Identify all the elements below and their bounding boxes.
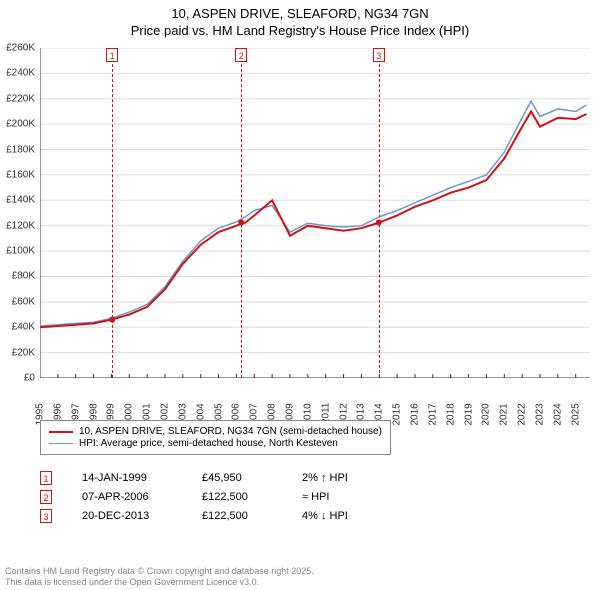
y-axis-label: £160K: [6, 169, 35, 180]
y-axis-label: £200K: [6, 119, 35, 130]
sale-marker-badge: 1: [106, 48, 118, 62]
x-axis-label: 2021: [499, 403, 510, 425]
sale-event-badge: 1: [40, 471, 52, 485]
y-axis-label: £140K: [6, 195, 35, 206]
sale-event-note: 4% ↓ HPI: [302, 510, 392, 522]
footer-line2: This data is licensed under the Open Gov…: [5, 577, 314, 588]
chart-container: 10, ASPEN DRIVE, SLEAFORD, NG34 7GN Pric…: [0, 0, 600, 590]
chart-legend: 10, ASPEN DRIVE, SLEAFORD, NG34 7GN (sem…: [40, 420, 391, 455]
x-axis-label: 2025: [570, 403, 581, 425]
sale-marker-line: [241, 64, 242, 378]
sale-event-note: 2% ↑ HPI: [302, 472, 392, 484]
sale-event-date: 20-DEC-2013: [82, 510, 172, 522]
y-axis-label: £100K: [6, 246, 35, 257]
sale-marker-badge: 2: [235, 48, 247, 62]
sale-event-price: £122,500: [202, 510, 272, 522]
x-axis-label: 2022: [517, 403, 528, 425]
sale-event-date: 07-APR-2006: [82, 491, 172, 503]
sale-events-table: 1 14-JAN-1999 £45,950 2% ↑ HPI 2 07-APR-2006 £…: [40, 466, 392, 528]
sale-event-badge: 2: [40, 490, 52, 504]
legend-label: 10, ASPEN DRIVE, SLEAFORD, NG34 7GN (sem…: [79, 426, 382, 437]
sale-event-price: £122,500: [202, 491, 272, 503]
sale-event-badge: 3: [40, 509, 52, 523]
attribution-footer: Contains HM Land Registry data © Crown c…: [5, 566, 314, 588]
sale-event-price: £45,950: [202, 472, 272, 484]
sale-event-row: 1 14-JAN-1999 £45,950 2% ↑ HPI: [40, 471, 392, 485]
legend-swatch: [49, 443, 73, 445]
x-axis-label: 2019: [463, 403, 474, 425]
x-axis-label: 2017: [427, 403, 438, 425]
sale-event-note: ≈ HPI: [302, 491, 392, 503]
y-axis-label: £120K: [6, 220, 35, 231]
y-axis-label: £260K: [6, 43, 35, 54]
footer-line1: Contains HM Land Registry data © Crown c…: [5, 566, 314, 577]
plot-area: £0£20K£40K£60K£80K£100K£120K£140K£160K£1…: [40, 48, 590, 378]
sale-marker-line: [379, 64, 380, 378]
legend-item: HPI: Average price, semi-detached house,…: [49, 438, 382, 449]
sale-event-row: 3 20-DEC-2013 £122,500 4% ↓ HPI: [40, 509, 392, 523]
sale-event-date: 14-JAN-1999: [82, 472, 172, 484]
x-axis-label: 2016: [410, 403, 421, 425]
y-axis-label: £0: [24, 373, 35, 384]
title-address: 10, ASPEN DRIVE, SLEAFORD, NG34 7GN: [0, 6, 600, 23]
legend-swatch: [49, 431, 73, 433]
x-axis-label: 2015: [392, 403, 403, 425]
title-subtitle: Price paid vs. HM Land Registry's House …: [0, 23, 600, 40]
x-axis-label: 2018: [445, 403, 456, 425]
y-axis-label: £240K: [6, 68, 35, 79]
legend-label: HPI: Average price, semi-detached house,…: [79, 438, 338, 449]
chart-title: 10, ASPEN DRIVE, SLEAFORD, NG34 7GN Pric…: [0, 0, 600, 40]
sale-marker-line: [112, 64, 113, 378]
x-axis-label: 2020: [481, 403, 492, 425]
sale-event-row: 2 07-APR-2006 £122,500 ≈ HPI: [40, 490, 392, 504]
y-axis-label: £60K: [12, 296, 35, 307]
legend-item: 10, ASPEN DRIVE, SLEAFORD, NG34 7GN (sem…: [49, 426, 382, 437]
sale-marker-badge: 3: [373, 48, 385, 62]
y-axis-label: £180K: [6, 144, 35, 155]
line-chart-svg: [40, 48, 590, 378]
x-axis-label: 2024: [552, 403, 563, 425]
y-axis-label: £20K: [12, 347, 35, 358]
y-axis-label: £40K: [12, 322, 35, 333]
y-axis-label: £220K: [6, 93, 35, 104]
x-axis-label: 2023: [535, 403, 546, 425]
y-axis-label: £80K: [12, 271, 35, 282]
